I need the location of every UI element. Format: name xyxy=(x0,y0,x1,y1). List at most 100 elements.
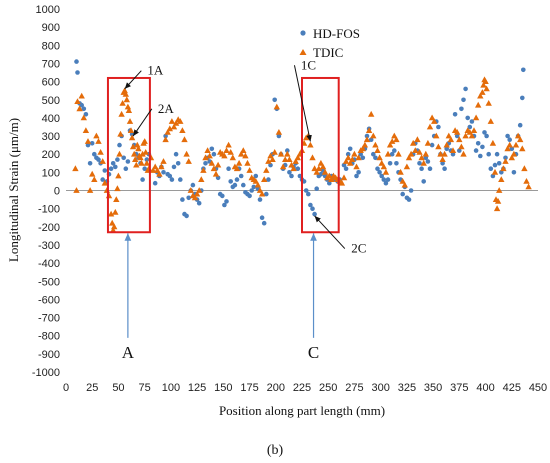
tdic-point xyxy=(277,150,285,157)
tdic-point xyxy=(73,187,80,193)
tdic-point xyxy=(349,156,356,162)
hd-fos-point xyxy=(383,180,389,186)
hd-fos-point xyxy=(249,188,254,193)
highlight-box-a xyxy=(106,76,151,234)
tdic-point xyxy=(290,165,297,172)
tdic-point xyxy=(351,150,358,157)
tdic-point xyxy=(246,167,253,173)
hd-fos-point xyxy=(373,155,378,161)
tdic-point xyxy=(443,141,450,148)
highlight-box-c xyxy=(301,76,340,234)
tdic-point xyxy=(202,154,209,161)
tdic-point xyxy=(124,103,132,110)
tdic-point xyxy=(123,96,130,103)
hd-fos-point xyxy=(308,202,313,208)
hd-fos-point xyxy=(364,133,370,139)
y-tick-label: 800 xyxy=(42,40,60,52)
hd-fos-point xyxy=(220,193,225,199)
tdic-point xyxy=(204,147,211,153)
hd-fos-point xyxy=(377,170,382,175)
tdic-point xyxy=(345,154,352,161)
hd-fos-point xyxy=(89,141,95,146)
y-axis: 10009008007006005004003002001000-100-200… xyxy=(32,4,60,379)
tdic-point xyxy=(82,127,90,133)
tdic-point xyxy=(172,119,180,126)
hd-fos-point xyxy=(499,170,504,175)
tdic-point xyxy=(160,158,167,164)
tdic-point xyxy=(162,136,169,143)
tdic-point xyxy=(361,141,369,148)
hd-fos-point xyxy=(306,191,311,197)
tdic-point xyxy=(504,145,511,152)
tdic-point xyxy=(405,154,413,161)
hd-fos-point xyxy=(517,122,523,128)
hd-fos-point xyxy=(215,175,221,181)
tdic-point xyxy=(480,81,487,88)
tdic-point xyxy=(119,100,126,106)
x-tick-label: 0 xyxy=(63,382,69,394)
box-label: C xyxy=(308,343,319,362)
tdic-point xyxy=(282,156,289,162)
annotation-arrow xyxy=(293,65,312,142)
tdic-point xyxy=(317,159,325,166)
tdic-point xyxy=(431,118,438,124)
tdic-point xyxy=(111,223,118,230)
hd-fos-point xyxy=(473,148,479,153)
annotation-label: 2C xyxy=(351,241,366,256)
tdic-point xyxy=(208,159,215,166)
tdic-point xyxy=(254,181,262,188)
tdic-point xyxy=(462,132,469,139)
hd-fos-point xyxy=(161,170,166,175)
tdic-point xyxy=(309,154,316,161)
tdic-point xyxy=(86,187,94,193)
tdic-point xyxy=(112,208,119,215)
tdic-point xyxy=(410,139,417,146)
x-axis: 0 25 50 75 100 125 150 175 200 225 250 275 300 325 350… xyxy=(63,382,547,394)
tdic-point xyxy=(114,185,121,192)
tdic-point xyxy=(196,187,203,193)
tdic-point xyxy=(135,145,142,152)
tdic-point xyxy=(315,165,322,172)
tdic-point xyxy=(152,163,159,170)
hd-fos-point xyxy=(253,173,259,179)
hd-fos-point xyxy=(272,97,278,103)
figure-caption: (b) xyxy=(267,443,284,458)
hd-fos-point xyxy=(310,206,315,211)
tdic-point xyxy=(238,150,245,157)
tdic-point xyxy=(482,78,489,84)
x-tick-label: 125 xyxy=(188,382,206,394)
y-tick-label: 200 xyxy=(42,149,60,161)
tdic-point xyxy=(458,143,465,150)
tdic-point xyxy=(338,179,346,186)
hd-fos-point xyxy=(375,166,380,171)
tdic-point xyxy=(378,159,385,166)
tdic-point xyxy=(240,147,247,153)
hd-fos-point xyxy=(503,155,508,161)
tdic-point xyxy=(498,176,505,182)
tdic-point xyxy=(500,165,507,172)
tdic-point xyxy=(407,150,415,157)
hd-fos-point xyxy=(484,133,489,139)
tdic-point xyxy=(265,158,272,164)
tdic-point xyxy=(225,141,232,148)
x-tick-label: 250 xyxy=(319,382,337,394)
tdic-point xyxy=(78,92,85,99)
annotation-arrow xyxy=(124,70,142,90)
x-tick-label: 175 xyxy=(240,382,258,394)
hd-fos-point xyxy=(266,177,271,182)
tdic-point xyxy=(107,210,115,217)
tdic-point xyxy=(508,154,515,161)
hd-fos-point xyxy=(429,142,435,148)
tdic-point xyxy=(158,163,165,170)
tdic-point xyxy=(168,118,176,124)
hd-fos-point xyxy=(178,177,183,182)
tdic-point xyxy=(428,114,436,121)
hd-fos-point xyxy=(461,97,466,103)
hd-fos-point xyxy=(354,173,359,179)
x-tick-label: 225 xyxy=(293,382,311,394)
tdic-point xyxy=(185,158,192,164)
tdic-point xyxy=(137,154,144,161)
y-tick-label: -300 xyxy=(38,240,60,252)
tdic-point xyxy=(138,159,145,166)
hd-fos-point xyxy=(257,197,263,202)
